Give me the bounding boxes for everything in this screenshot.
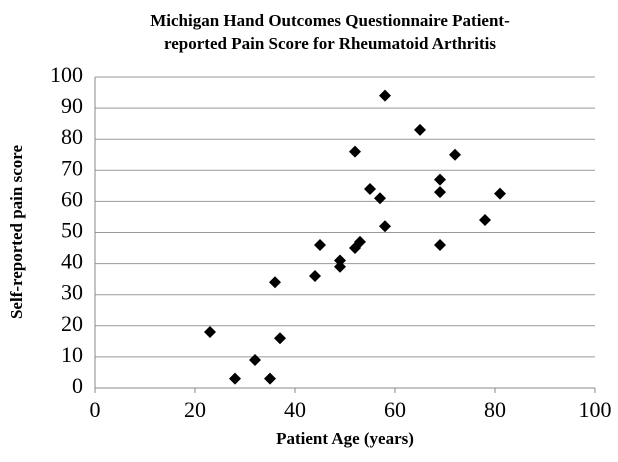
- data-point: [309, 270, 321, 283]
- x-tick-label: 100: [579, 397, 612, 422]
- x-tick-label: 80: [484, 397, 506, 422]
- x-axis-label: Patient Age (years): [276, 429, 414, 448]
- data-point: [479, 214, 491, 227]
- y-axis-label: Self-reported pain score: [7, 145, 26, 320]
- y-tick-label: 20: [61, 311, 83, 336]
- data-point: [334, 260, 346, 273]
- y-tick-label: 10: [61, 342, 83, 367]
- y-tick-label: 0: [72, 373, 83, 398]
- data-point: [379, 89, 391, 102]
- data-point: [314, 238, 326, 251]
- x-tick-label: 40: [284, 397, 306, 422]
- data-point: [364, 182, 376, 195]
- data-point: [414, 123, 426, 136]
- x-tick-label: 60: [384, 397, 406, 422]
- x-tick-label: 0: [90, 397, 101, 422]
- x-tick-label: 20: [184, 397, 206, 422]
- data-point: [434, 186, 446, 199]
- y-tick-label: 40: [61, 249, 83, 274]
- chart-title: reported Pain Score for Rheumatoid Arthr…: [164, 34, 496, 53]
- y-tick-label: 70: [61, 155, 83, 180]
- data-point: [349, 145, 361, 158]
- y-tick-label: 100: [50, 62, 83, 87]
- data-point: [249, 354, 261, 367]
- data-point: [434, 173, 446, 186]
- data-point: [494, 187, 506, 200]
- data-point: [269, 276, 281, 289]
- data-point: [374, 192, 386, 205]
- y-tick-label: 80: [61, 124, 83, 149]
- data-point: [274, 332, 286, 345]
- data-point: [229, 372, 241, 385]
- chart-title: Michigan Hand Outcomes Questionnaire Pat…: [150, 11, 510, 30]
- data-point: [434, 238, 446, 251]
- data-point: [354, 235, 366, 248]
- y-tick-label: 30: [61, 280, 83, 305]
- data-point: [204, 326, 216, 339]
- y-tick-label: 60: [61, 186, 83, 211]
- data-point: [334, 254, 346, 267]
- data-point: [449, 148, 461, 161]
- data-point: [264, 372, 276, 385]
- y-tick-label: 50: [61, 218, 83, 243]
- data-point: [379, 220, 391, 233]
- y-tick-label: 90: [61, 93, 83, 118]
